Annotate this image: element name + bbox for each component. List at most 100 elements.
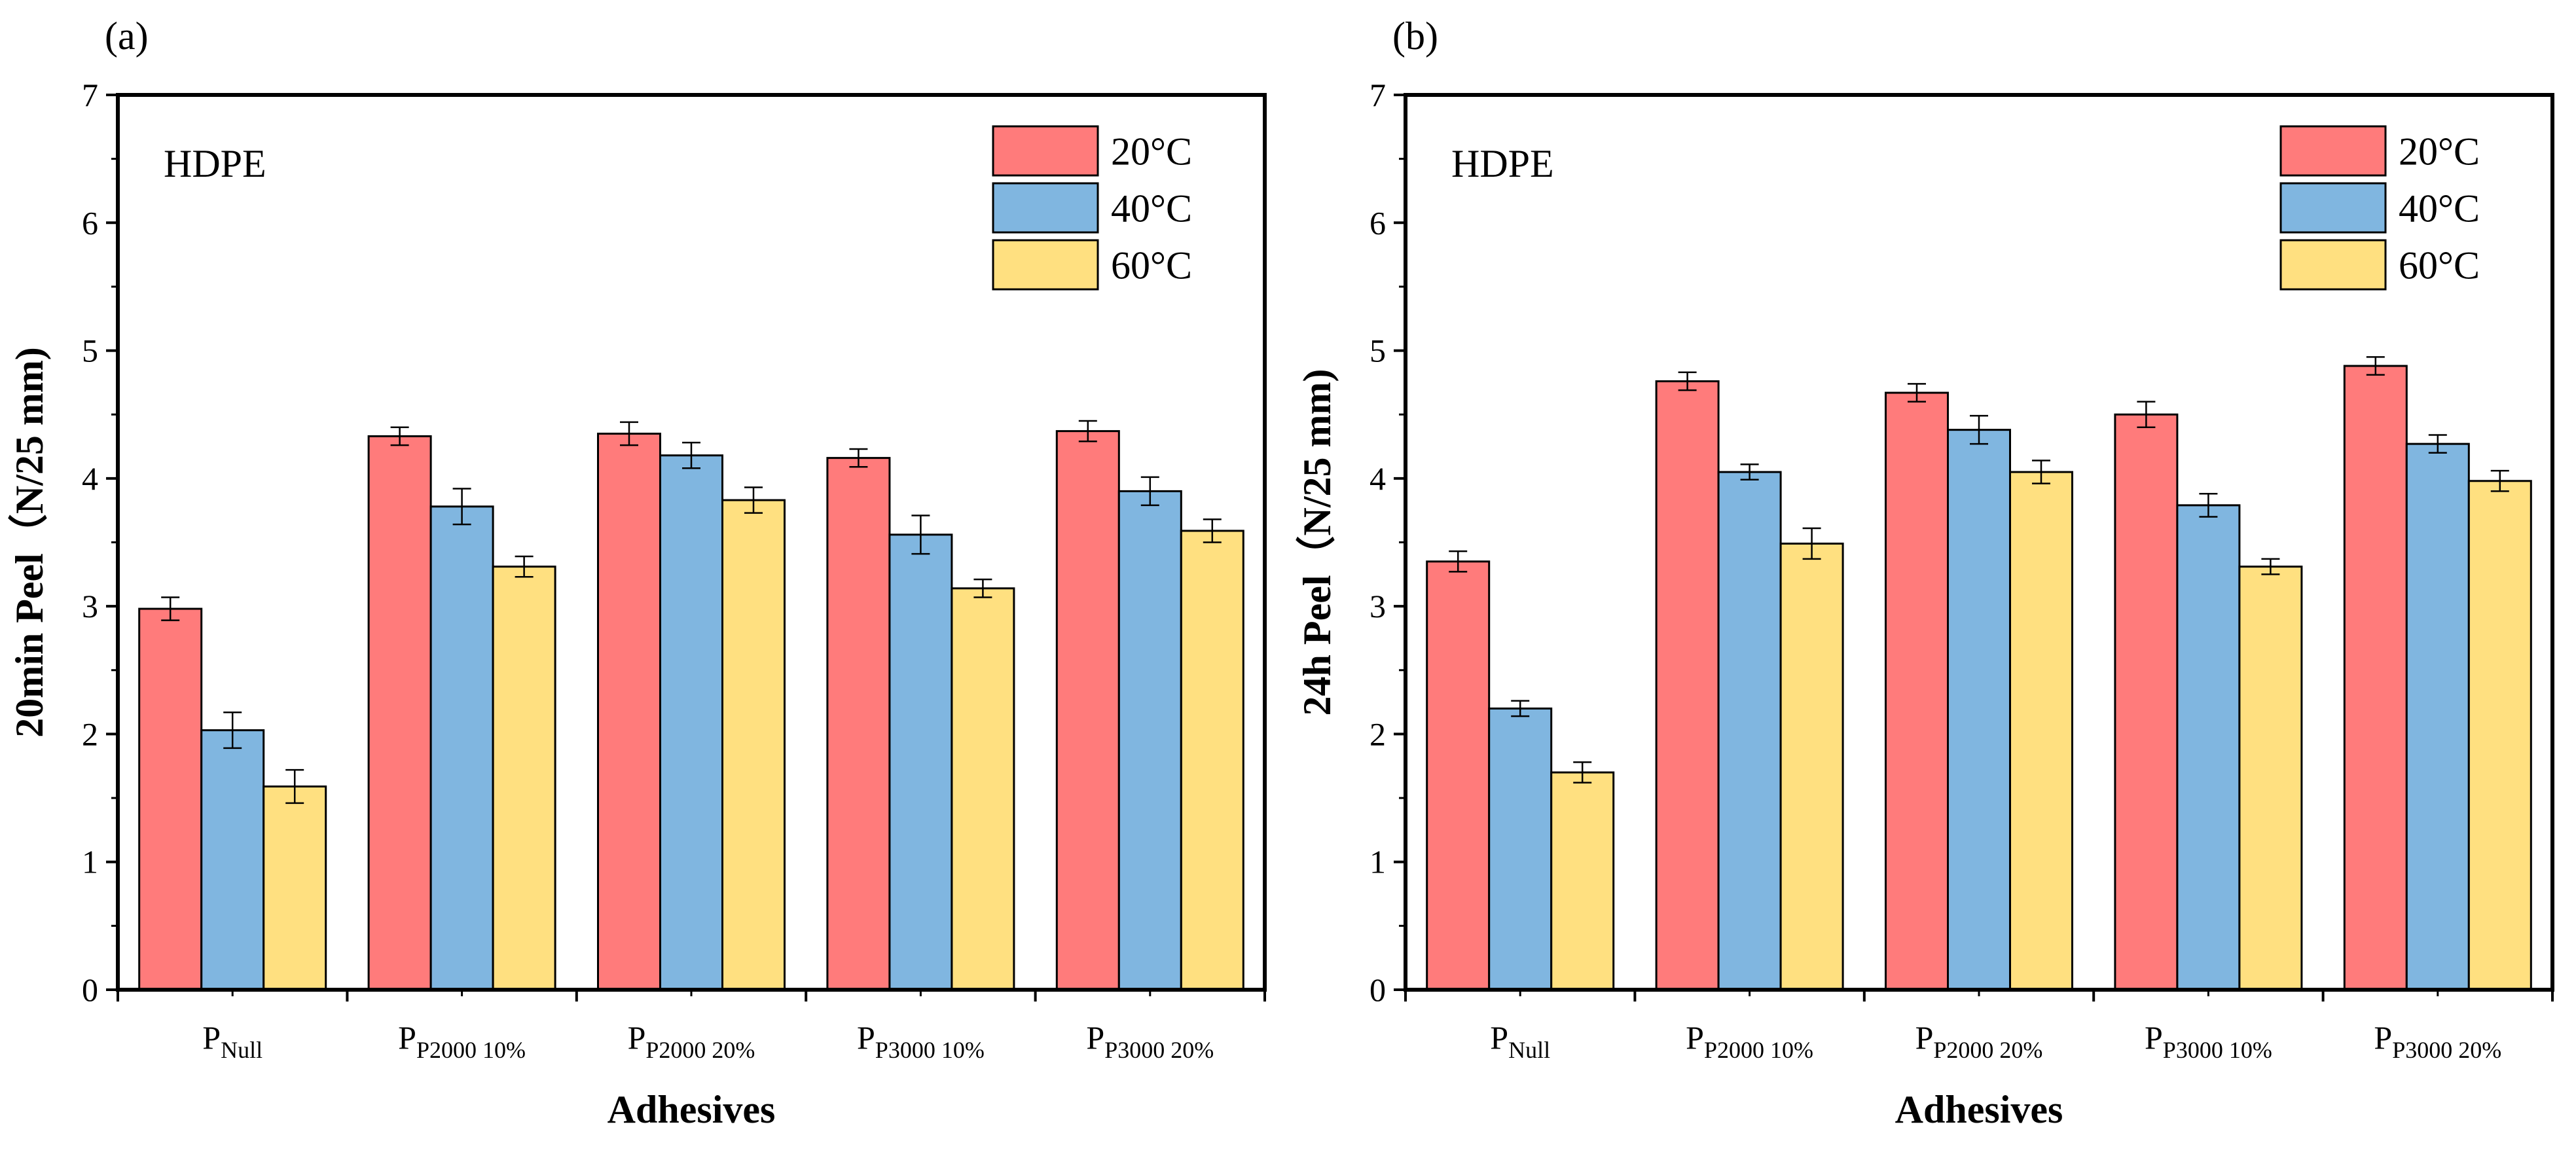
legend-swatch <box>2279 182 2387 234</box>
legend-swatch <box>992 125 1099 177</box>
plot-frame <box>116 93 1267 992</box>
bar-20c-1 <box>1655 380 1720 991</box>
bar-60c-0 <box>263 785 327 991</box>
error-bar <box>452 488 471 526</box>
error-bar <box>620 421 638 446</box>
bar-40c-1 <box>1717 471 1782 991</box>
error-bar <box>1908 383 1926 403</box>
bar-40c-2 <box>1947 429 2011 991</box>
bar-20c-4 <box>1055 430 1120 991</box>
error-bar <box>2032 460 2050 484</box>
error-bar <box>2490 469 2509 492</box>
y-tick-label: 5 <box>82 333 98 369</box>
error-bar <box>1140 476 1159 507</box>
y-tick-label: 1 <box>1370 844 1386 880</box>
chart-panel-a: (a) PNull PP2000 10% PP2000 20% PP3000 10% PP… <box>7 14 1267 1131</box>
category-label: PNull <box>1490 1019 1550 1063</box>
bar-60c-2 <box>2009 471 2073 991</box>
y-tick-label: 2 <box>82 715 98 752</box>
legend-label: 40°C <box>1111 187 1192 230</box>
x-axis-title: Adhesives <box>608 1088 776 1131</box>
bar-40c-0 <box>1488 707 1553 991</box>
legend-swatch <box>992 182 1099 234</box>
bar-20c-3 <box>826 457 891 991</box>
bar-40c-4 <box>2405 443 2470 991</box>
y-tick-label: 7 <box>1370 77 1386 113</box>
y-tick-label: 3 <box>1370 588 1386 624</box>
bar-20c-0 <box>1426 560 1491 991</box>
bar-20c-3 <box>2114 413 2179 991</box>
category-label: PP2000 20% <box>628 1019 755 1063</box>
y-tick-label: 7 <box>82 77 98 113</box>
bar-20c-0 <box>138 607 203 991</box>
error-bar <box>1740 463 1759 481</box>
panel-label: (a) <box>105 14 149 58</box>
x-axis-title: Adhesives <box>1895 1088 2063 1131</box>
bar-60c-1 <box>1779 542 1844 991</box>
error-bar <box>682 441 700 469</box>
bar-60c-2 <box>721 499 786 991</box>
legend-label: 20°C <box>1111 130 1192 173</box>
error-bar <box>973 578 992 598</box>
bar-40c-1 <box>429 505 494 991</box>
error-bar <box>1203 518 1222 543</box>
legend-label: 40°C <box>2399 187 2480 230</box>
bar-20c-2 <box>1885 391 1949 991</box>
error-bar <box>2366 356 2385 376</box>
error-bar <box>1802 527 1821 560</box>
error-bar <box>515 555 534 578</box>
category-label: PP3000 20% <box>1086 1019 1214 1063</box>
bar-60c-1 <box>492 566 556 991</box>
legend: 20°C 40°C 60°C <box>992 125 1192 291</box>
chart-panel-b: (b) PNull PP2000 10% PP2000 20% PP3000 10% PP… <box>1295 14 2554 1131</box>
y-tick-label: 4 <box>82 460 98 497</box>
y-axis-title: 20min Peel（N/25 mm) <box>7 347 51 738</box>
y-axis-title: 24h Peel（N/25 mm) <box>1295 369 1339 716</box>
bar-60c-4 <box>1180 530 1244 991</box>
error-bar <box>2199 493 2218 518</box>
y-tick-label: 3 <box>82 588 98 624</box>
legend-swatch <box>992 239 1099 291</box>
bar-60c-3 <box>951 587 1015 991</box>
category-label: PP2000 20% <box>1915 1019 2043 1063</box>
legend-swatch <box>2279 239 2387 291</box>
bar-60c-3 <box>2238 566 2303 991</box>
error-bar <box>1678 371 1697 391</box>
error-bar <box>223 711 242 750</box>
legend-label: 60°C <box>2399 244 2480 287</box>
bar-40c-2 <box>659 454 723 991</box>
bar-40c-4 <box>1117 490 1182 991</box>
error-bar <box>161 596 180 621</box>
bar-20c-2 <box>597 433 661 991</box>
bar-40c-3 <box>888 533 953 991</box>
y-tick-label: 5 <box>1370 333 1386 369</box>
category-label: PP3000 20% <box>2374 1019 2501 1063</box>
legend: 20°C 40°C 60°C <box>2279 125 2480 291</box>
error-bar <box>1078 420 1097 443</box>
y-tick-label: 6 <box>82 204 98 241</box>
error-bar <box>1511 700 1530 717</box>
bar-60c-4 <box>2467 480 2532 991</box>
error-bar <box>390 426 409 446</box>
error-bar <box>744 486 763 514</box>
plot-frame <box>1404 93 2554 992</box>
panel-label: (b) <box>1392 14 1438 58</box>
bar-20c-4 <box>2343 365 2408 991</box>
legend-swatch <box>2279 125 2387 177</box>
error-bar <box>1573 761 1592 784</box>
category-label: PP3000 10% <box>2145 1019 2272 1063</box>
error-bar <box>2137 401 2156 428</box>
bar-60c-0 <box>1550 771 1615 991</box>
bar-40c-3 <box>2176 504 2241 991</box>
y-tick-label: 0 <box>1370 971 1386 1008</box>
bar-20c-1 <box>367 435 432 991</box>
material-annotation: HDPE <box>1451 142 1554 185</box>
error-bar <box>1970 414 1988 445</box>
error-bar <box>849 448 868 468</box>
error-bar <box>2428 434 2447 454</box>
y-tick-label: 4 <box>1370 460 1386 497</box>
legend-label: 60°C <box>1111 244 1192 287</box>
error-bar <box>1449 550 1468 573</box>
category-label: PP3000 10% <box>857 1019 985 1063</box>
